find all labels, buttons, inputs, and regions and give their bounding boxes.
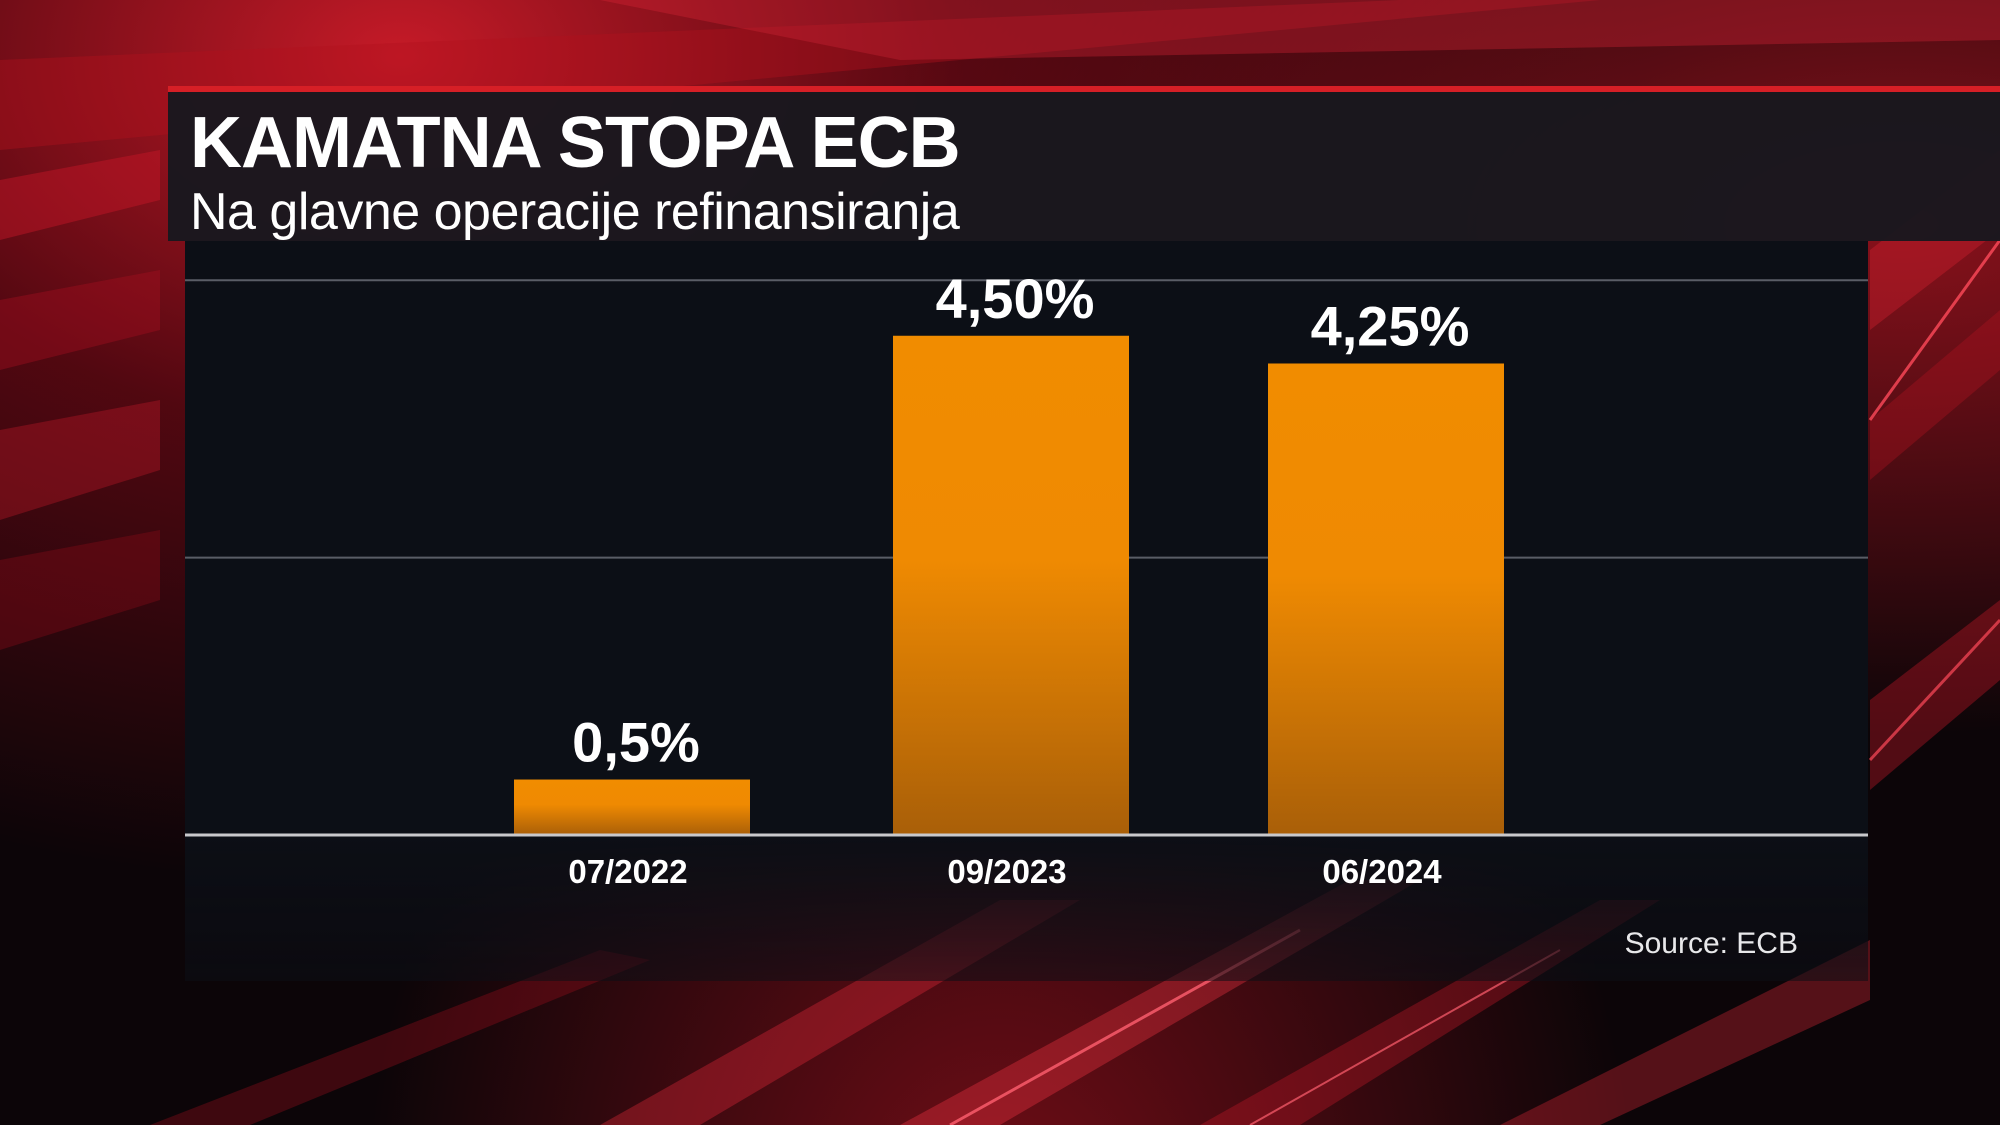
bar-07-2022 (514, 779, 750, 835)
x-tick-label-0: 07/2022 (568, 853, 687, 890)
source-note: Source: ECB (1624, 927, 1798, 960)
data-label-2: 4,25% (1311, 294, 1470, 357)
x-tick-label-2: 06/2024 (1322, 853, 1442, 890)
header-bar: KAMATNA STOPA ECB Na glavne operacije re… (168, 86, 2000, 241)
bar-chart: 0,5% 07/2022 4,50% 09/2023 4,25% 06/2024 (185, 267, 1868, 890)
data-label-0: 0,5% (572, 711, 700, 774)
chart-panel: 0,5% 07/2022 4,50% 09/2023 4,25% 06/2024 Sour… (185, 241, 1868, 981)
chart-subtitle: Na glavne operacije refinansiranja (190, 183, 960, 241)
x-tick-label-1: 09/2023 (947, 853, 1066, 890)
bar-09-2023 (893, 335, 1129, 835)
chart-title: KAMATNA STOPA ECB (190, 103, 961, 183)
bar-06-2024 (1268, 363, 1504, 835)
data-label-1: 4,50% (936, 267, 1095, 330)
